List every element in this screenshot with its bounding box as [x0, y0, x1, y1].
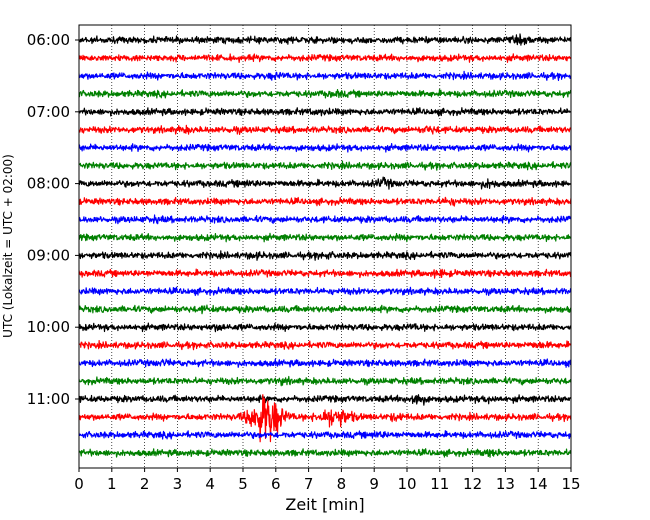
x-tick-label: 15 [561, 475, 580, 493]
y-tick-label: 10:00 [27, 318, 70, 336]
trace-1130 [79, 430, 571, 440]
x-tick-label: 1 [107, 475, 117, 493]
trace-1000 [79, 322, 571, 333]
x-tick-label: 5 [238, 475, 248, 493]
trace-group [79, 33, 571, 458]
x-tick-label: 0 [74, 475, 84, 493]
trace-0645 [79, 89, 571, 99]
trace-0800 [79, 176, 571, 190]
x-tick-label: 3 [173, 475, 183, 493]
trace-0930 [79, 286, 571, 297]
trace-0815 [79, 196, 571, 207]
trace-0915 [79, 268, 571, 279]
trace-1030 [79, 358, 571, 368]
trace-1145 [79, 448, 571, 458]
trace-1115 [79, 394, 571, 443]
y-tick-label: 08:00 [27, 175, 70, 193]
y-axis: 06:00 07:00 08:00 09:00 10:00 11:00 [27, 31, 79, 408]
trace-0600 [79, 33, 571, 46]
plot-frame [78, 24, 572, 469]
trace-0730 [79, 142, 571, 153]
trace-1015 [79, 339, 571, 351]
x-axis: 0 1 2 3 4 5 6 7 8 9 10 11 12 13 14 15 [74, 468, 581, 493]
trace-0900 [79, 250, 571, 261]
y-axis-label: UTC (Lokalzeit = UTC + 02:00) [1, 154, 15, 338]
x-tick-label: 6 [271, 475, 281, 493]
trace-1045 [79, 375, 571, 387]
x-axis-label: Zeit [min] [285, 495, 364, 514]
trace-0700 [79, 107, 571, 117]
x-tick-label: 8 [337, 475, 347, 493]
x-tick-label: 10 [397, 475, 416, 493]
trace-0715 [79, 124, 571, 136]
x-tick-label: 12 [463, 475, 482, 493]
y-tick-label: 06:00 [27, 31, 70, 49]
x-tick-label: 11 [430, 475, 449, 493]
trace-1100 [79, 394, 571, 406]
trace-0615 [79, 53, 571, 64]
x-tick-label: 2 [140, 475, 150, 493]
trace-0845 [79, 232, 571, 243]
y-tick-label: 07:00 [27, 103, 70, 121]
trace-0745 [79, 160, 571, 171]
trace-0630 [79, 70, 571, 82]
trace-0830 [79, 214, 571, 225]
x-tick-label: 14 [529, 475, 548, 493]
y-tick-label: 09:00 [27, 246, 70, 264]
x-tick-label: 9 [369, 475, 379, 493]
trace-0945 [79, 304, 571, 315]
x-tick-label: 4 [205, 475, 215, 493]
x-tick-label: 7 [304, 475, 314, 493]
x-tick-label: 13 [496, 475, 515, 493]
y-tick-label: 11:00 [27, 390, 70, 408]
